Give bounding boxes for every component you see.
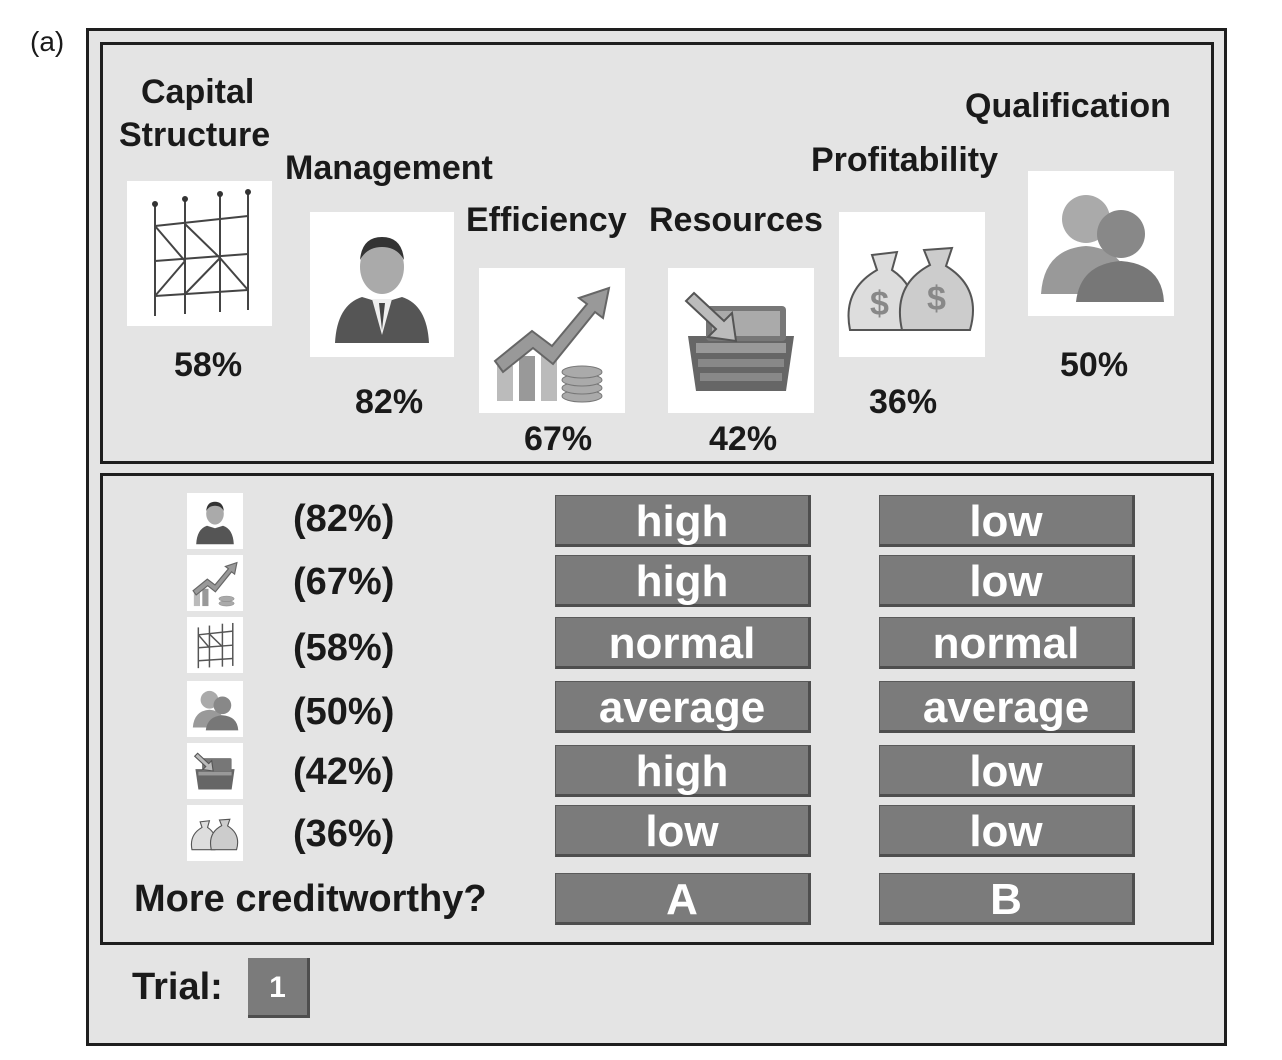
cue-percent-capital: 58%: [174, 346, 243, 384]
manager-icon: [310, 212, 454, 357]
svg-text:$: $: [927, 280, 946, 318]
option-b-value: low: [879, 555, 1135, 607]
scaffold-icon: [127, 181, 272, 326]
option-a-value: high: [555, 495, 811, 547]
option-a-value: low: [555, 805, 811, 857]
money-bags-icon: [187, 805, 243, 861]
row-percent: (67%): [293, 561, 395, 603]
option-b-value: normal: [879, 617, 1135, 669]
cue-name-efficiency: Efficiency: [466, 201, 627, 239]
trial-number: 1: [248, 958, 310, 1018]
row-percent: (42%): [293, 751, 395, 793]
choose-a-button[interactable]: A: [555, 873, 811, 925]
choose-b-button[interactable]: B: [879, 873, 1135, 925]
cue-name-resources: Resources: [649, 201, 823, 239]
cue-name-management: Management: [285, 149, 493, 187]
cue-percent-efficiency: 67%: [524, 420, 593, 458]
option-a-value: normal: [555, 617, 811, 669]
question-label: More creditworthy?: [134, 878, 487, 920]
option-b-value: low: [879, 805, 1135, 857]
row-percent: (36%): [293, 813, 395, 855]
option-b-value: low: [879, 495, 1135, 547]
cue-name-profitability: Profitability: [811, 141, 999, 179]
cue-name-qualification: Qualification: [965, 87, 1171, 125]
cue-name-capital-line1: Capital: [141, 73, 255, 111]
inbox-tray-icon: [668, 268, 814, 413]
cue-percent-management: 82%: [355, 383, 424, 421]
growth-chart-icon: [479, 268, 625, 413]
row-percent: (58%): [293, 627, 395, 669]
growth-chart-icon: [187, 555, 243, 611]
row-percent: (82%): [293, 498, 395, 540]
cue-percent-qualification: 50%: [1060, 346, 1129, 384]
option-a-value: average: [555, 681, 811, 733]
option-b-value: low: [879, 745, 1135, 797]
option-b-value: average: [879, 681, 1135, 733]
cue-percent-profitability: 36%: [869, 383, 938, 421]
panel-label: (a): [30, 26, 65, 57]
money-bags-icon: $ $: [839, 212, 985, 357]
option-a-value: high: [555, 745, 811, 797]
manager-icon: [187, 493, 243, 549]
row-percent: (50%): [293, 691, 395, 733]
trial-label: Trial:: [132, 966, 223, 1008]
option-a-value: high: [555, 555, 811, 607]
cue-name-capital-line2: Structure: [119, 116, 271, 154]
cue-percent-resources: 42%: [709, 420, 778, 458]
people-icon: [187, 681, 243, 737]
scaffold-icon: [187, 617, 243, 673]
inbox-tray-icon: [187, 743, 243, 799]
people-icon: [1028, 171, 1174, 316]
svg-text:$: $: [870, 285, 889, 323]
